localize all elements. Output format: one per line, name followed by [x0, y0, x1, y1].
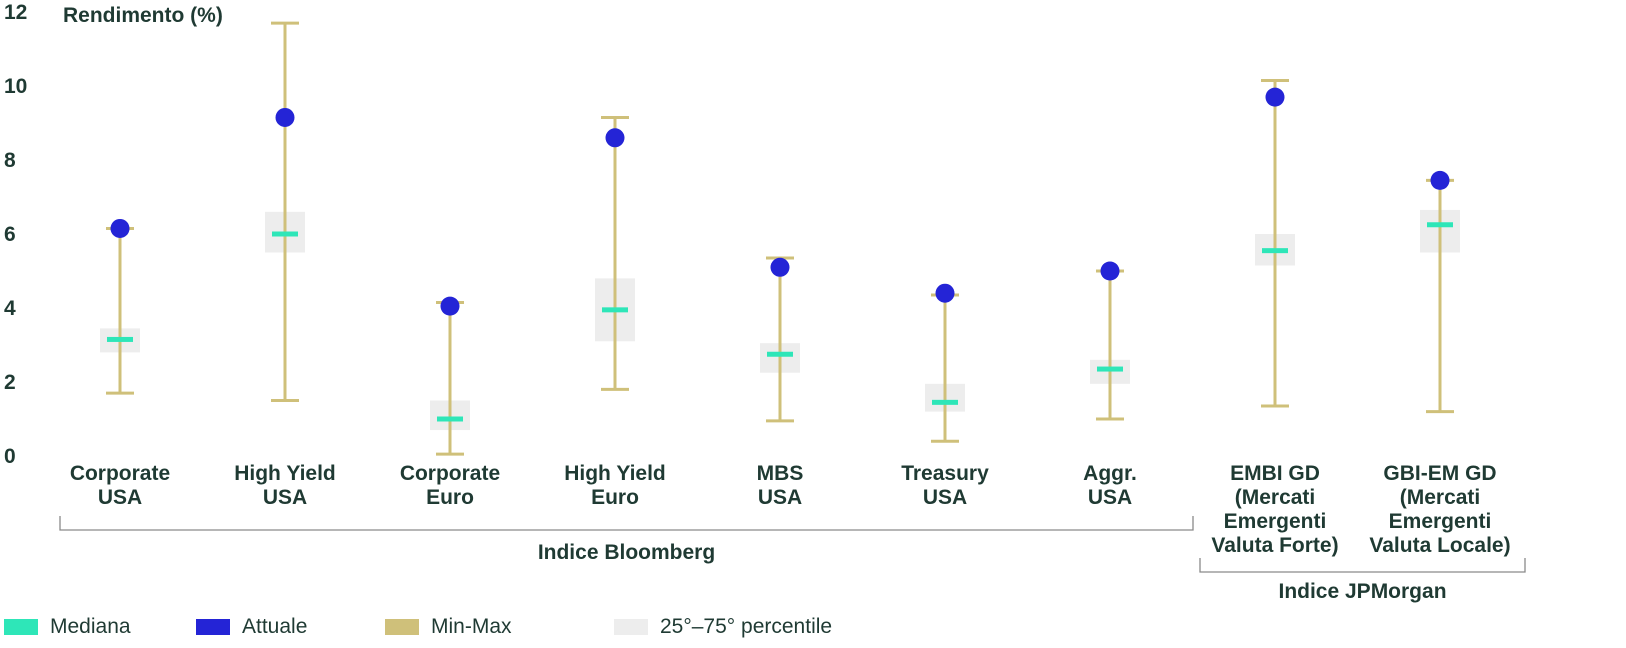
category-label: MBS: [757, 462, 804, 485]
median-marker: [767, 351, 793, 357]
legend-swatch-current: [196, 619, 230, 635]
y-tick-label: 4: [4, 297, 16, 320]
category-label: Valuta Locale): [1369, 534, 1510, 557]
legend: Mediana Attuale Min-Max 25°–75° percenti…: [0, 615, 1626, 645]
current-dot: [770, 257, 790, 277]
median-marker: [1427, 222, 1453, 228]
current-dot: [935, 283, 955, 303]
category-group: [100, 218, 140, 395]
category-label: (Mercati: [1400, 486, 1481, 509]
group-bracket: Indice JPMorgan: [1199, 558, 1526, 603]
category-label: EMBI GD: [1230, 462, 1320, 485]
legend-swatch-percentile: [614, 619, 648, 635]
median-marker: [272, 231, 298, 237]
category-group: [760, 256, 800, 423]
median-marker: [437, 416, 463, 422]
y-tick-label: 12: [4, 1, 27, 24]
current-dot: [275, 107, 295, 127]
current-dot: [440, 296, 460, 316]
current-dot: [605, 128, 625, 148]
category-label: Emergenti: [1389, 510, 1492, 533]
current-dot: [1100, 261, 1120, 281]
category-group: [265, 21, 305, 402]
category-label: Corporate: [400, 462, 500, 485]
category-label: High Yield: [234, 462, 336, 485]
category-label: USA: [263, 486, 307, 509]
median-marker: [1262, 248, 1288, 254]
category-label: Euro: [591, 486, 639, 509]
y-tick-label: 6: [4, 223, 16, 246]
y-tick-label: 10: [4, 75, 27, 98]
category-group: [925, 283, 965, 443]
bracket-line: [1199, 558, 1526, 573]
category-label: Valuta Forte): [1211, 534, 1338, 557]
y-tick-label: 0: [4, 445, 16, 468]
median-marker: [602, 307, 628, 313]
category-group: [1420, 170, 1460, 414]
category-label: USA: [758, 486, 802, 509]
category-label: Euro: [426, 486, 474, 509]
category-label: Corporate: [70, 462, 170, 485]
legend-swatch-median: [4, 619, 38, 635]
category-label: USA: [98, 486, 142, 509]
legend-label-minmax: Min-Max: [431, 615, 512, 638]
category-label: Treasury: [901, 462, 989, 485]
median-marker: [107, 336, 133, 342]
legend-label-current: Attuale: [242, 615, 308, 638]
category-group: [430, 296, 470, 456]
median-marker: [1097, 366, 1123, 372]
median-marker: [932, 399, 958, 405]
legend-item-percentile: 25°–75° percentile: [614, 615, 832, 639]
legend-label-median: Mediana: [50, 615, 131, 638]
category-label: GBI-EM GD: [1383, 462, 1496, 485]
category-label: High Yield: [564, 462, 666, 485]
category-label: Aggr.: [1083, 462, 1137, 485]
legend-swatch-minmax: [385, 619, 419, 635]
y-tick-label: 2: [4, 371, 16, 394]
legend-label-percentile: 25°–75° percentile: [660, 615, 833, 638]
y-axis-title: Rendimento (%): [63, 4, 223, 27]
bracket-line: [59, 516, 1194, 531]
legend-item-minmax: Min-Max: [385, 615, 512, 639]
y-tick-label: 8: [4, 149, 16, 172]
category-label: (Mercati: [1235, 486, 1316, 509]
group-label: Indice Bloomberg: [538, 541, 715, 564]
category-label: Emergenti: [1224, 510, 1327, 533]
category-label: USA: [923, 486, 967, 509]
category-group: [1255, 78, 1295, 408]
legend-item-current: Attuale: [196, 615, 307, 639]
category-group: [1090, 261, 1130, 421]
current-dot: [1430, 170, 1450, 190]
current-dot: [1265, 87, 1285, 107]
legend-item-median: Mediana: [4, 615, 131, 639]
group-label: Indice JPMorgan: [1278, 580, 1446, 603]
group-bracket: Indice Bloomberg: [59, 516, 1194, 564]
category-label: USA: [1088, 486, 1132, 509]
current-dot: [110, 218, 130, 238]
category-group: [595, 115, 635, 391]
